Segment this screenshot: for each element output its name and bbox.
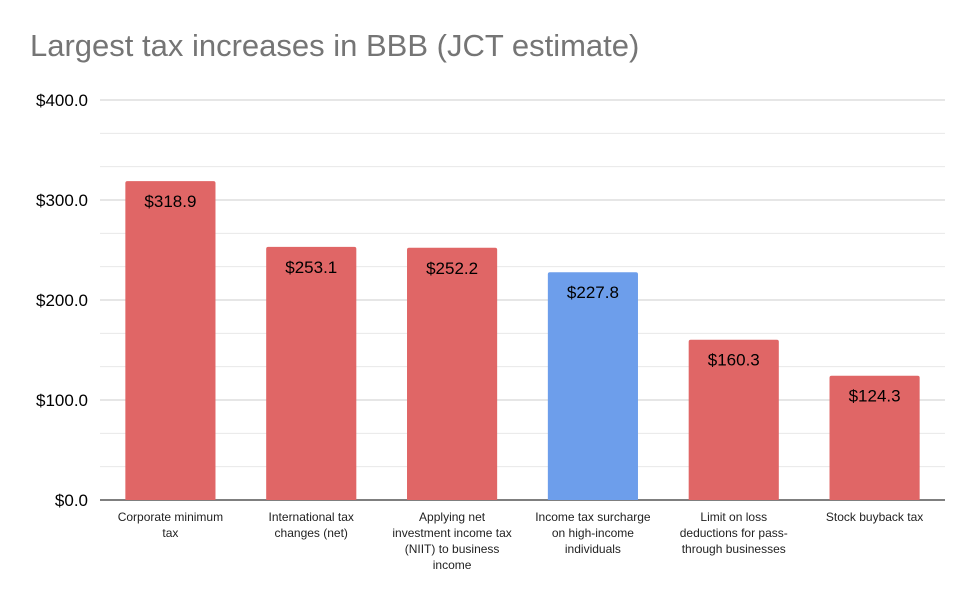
data-label: $160.3	[708, 351, 760, 370]
x-category-label: Limit on loss	[700, 510, 767, 524]
data-label: $318.9	[144, 192, 196, 211]
y-tick-label: $300.0	[36, 191, 88, 210]
y-axis-ticks: $0.0 $100.0 $200.0 $300.0 $400.0	[36, 91, 88, 510]
x-axis-categories: Corporate minimum tax International tax cha…	[118, 510, 924, 572]
data-label: $252.2	[426, 259, 478, 278]
bar	[547, 272, 638, 500]
x-category-label: on high-income	[552, 526, 634, 540]
bar	[688, 339, 779, 500]
y-tick-label: $400.0	[36, 91, 88, 110]
bars	[125, 181, 920, 500]
x-category-label: through businesses	[682, 542, 786, 556]
x-category-label: changes (net)	[275, 526, 348, 540]
data-label: $253.1	[285, 258, 337, 277]
x-category-label: Income tax surcharge	[535, 510, 651, 524]
x-category-label: Stock buyback tax	[826, 510, 923, 524]
gridlines	[100, 99, 945, 501]
data-labels: $318.9 $253.1 $252.2 $227.8 $160.3 $124.3	[144, 192, 900, 406]
data-label: $227.8	[567, 283, 619, 302]
x-category-label: investment income tax	[392, 526, 511, 540]
x-category-label: (NIIT) to business	[405, 542, 500, 556]
bar	[407, 247, 498, 500]
bar	[125, 181, 216, 500]
bar	[266, 246, 357, 500]
y-tick-label: $0.0	[55, 491, 88, 510]
x-category-label: tax	[162, 526, 178, 540]
x-category-label: Corporate minimum	[118, 510, 223, 524]
bar	[829, 375, 920, 500]
x-category-label: individuals	[565, 542, 621, 556]
y-tick-label: $100.0	[36, 391, 88, 410]
chart-title: Largest tax increases in BBB (JCT estima…	[30, 28, 640, 63]
x-category-label: income	[433, 558, 472, 572]
x-category-label: International tax	[269, 510, 354, 524]
x-category-label: Applying net	[419, 510, 486, 524]
x-category-label: deductions for pass-	[680, 526, 788, 540]
y-tick-label: $200.0	[36, 291, 88, 310]
data-label: $124.3	[849, 387, 901, 406]
